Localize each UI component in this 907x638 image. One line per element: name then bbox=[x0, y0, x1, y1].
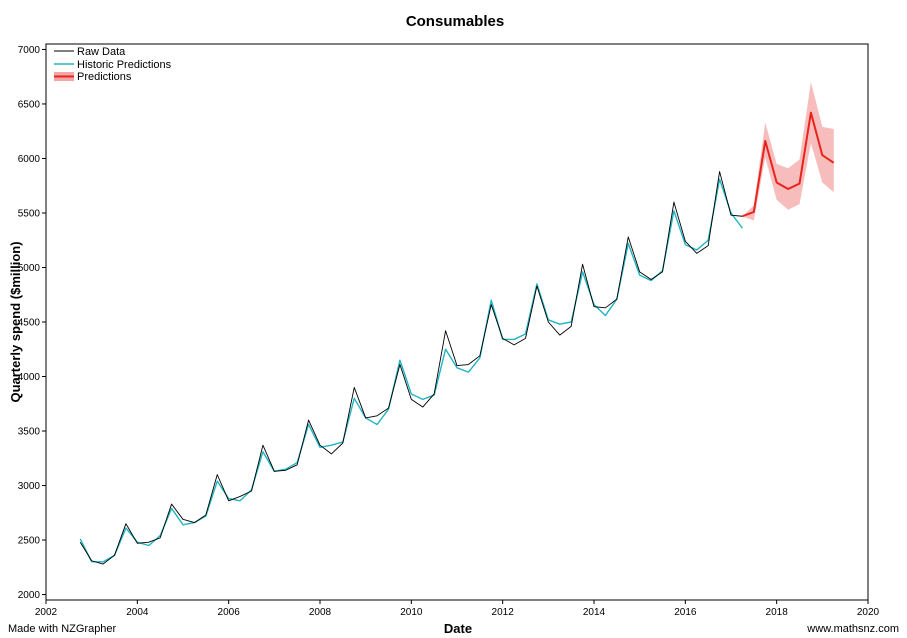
legend-label-predictions: Predictions bbox=[77, 71, 132, 83]
historic-predictions-line bbox=[79, 178, 743, 563]
x-tick-label: 2016 bbox=[674, 607, 697, 618]
y-tick-label: 4000 bbox=[18, 372, 41, 383]
x-axis-label: Date bbox=[444, 621, 472, 636]
x-tick-label: 2008 bbox=[309, 607, 332, 618]
x-tick-label: 2010 bbox=[400, 607, 423, 618]
y-tick-label: 5500 bbox=[18, 208, 41, 219]
x-tick-label: 2012 bbox=[492, 607, 515, 618]
series-layer bbox=[79, 82, 835, 565]
y-tick-label: 3500 bbox=[18, 427, 41, 438]
x-tick-label: 2014 bbox=[583, 607, 606, 618]
x-tick-label: 2020 bbox=[857, 607, 880, 618]
predictions-line bbox=[742, 111, 835, 218]
y-tick-label: 5000 bbox=[18, 263, 41, 274]
y-tick-label: 7000 bbox=[18, 45, 41, 56]
x-tick-label: 2006 bbox=[218, 607, 241, 618]
x-tick-label: 2004 bbox=[126, 607, 149, 618]
x-tick-label: 2018 bbox=[766, 607, 789, 618]
y-tick-label: 3000 bbox=[18, 481, 41, 492]
x-tick-label: 2002 bbox=[35, 607, 58, 618]
y-tick-label: 2000 bbox=[18, 590, 41, 601]
legend: Raw Data Historic Predictions Prediction… bbox=[54, 46, 172, 83]
y-axis-label: Quarterly spend ($million) bbox=[8, 241, 23, 402]
chart-title: Consumables bbox=[406, 13, 504, 30]
x-axis: 2002 2004 2006 2008 2010 2012 2014 2016 2018 2020 bbox=[35, 600, 880, 618]
y-tick-label: 6500 bbox=[18, 99, 41, 110]
footer-website: www.mathsnz.com bbox=[807, 623, 899, 635]
footer-credit: Made with NZGrapher bbox=[8, 623, 117, 635]
raw-data-line bbox=[79, 171, 743, 565]
plot-frame bbox=[45, 43, 869, 601]
legend-label-raw-data: Raw Data bbox=[77, 46, 126, 58]
legend-label-historic-predictions: Historic Predictions bbox=[77, 59, 172, 71]
y-tick-label: 4500 bbox=[18, 318, 41, 329]
y-tick-label: 2500 bbox=[18, 536, 41, 547]
y-tick-label: 6000 bbox=[18, 154, 41, 165]
y-axis: 2000 2500 3000 3500 4000 4500 5000 5500 6000 6500… bbox=[18, 45, 46, 601]
